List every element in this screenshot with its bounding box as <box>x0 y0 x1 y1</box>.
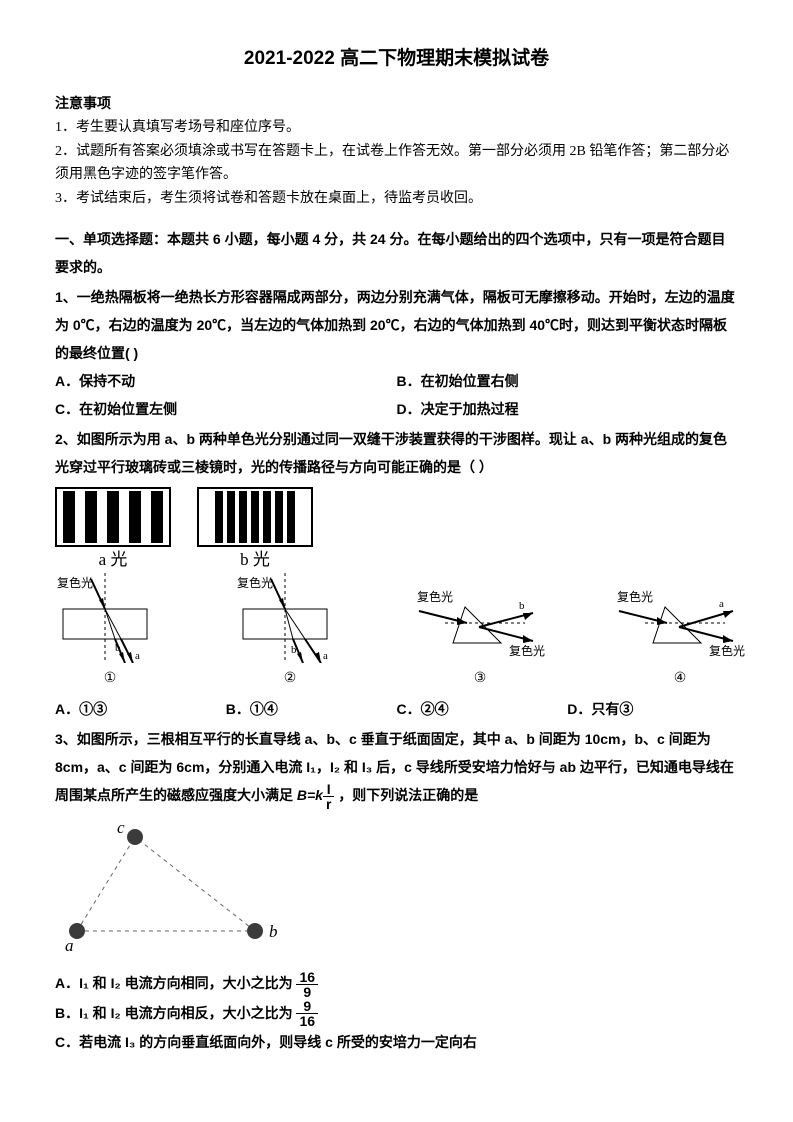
q1-stem: 1、一绝热隔板将一绝热长方形容器隔成两部分，两边分别充满气体，隔板可无摩擦移动。… <box>55 283 738 367</box>
q3-option-a-den: 9 <box>296 985 318 999</box>
page-title: 2021-2022 高二下物理期末模拟试卷 <box>55 40 738 78</box>
q3-stem-suffix: ，则下列说法正确的是 <box>338 787 478 803</box>
interference-a: a 光 <box>55 487 171 571</box>
q3-option-b: B．I₁ 和 I₂ 电流方向相反，大小之比为 916 <box>55 999 738 1029</box>
q2-path-figures: 复色光 b a ① 复色光 <box>55 573 738 693</box>
incident-label: 复色光 <box>57 576 93 590</box>
q2-option-d: D．只有③ <box>567 695 738 723</box>
q2-interference-figures: a 光 b 光 <box>55 487 738 571</box>
notice-heading: 注意事项 <box>55 92 738 116</box>
q3-option-c: C．若电流 I₃ 的方向垂直纸面向外，则导线 c 所受的安培力一定向右 <box>55 1028 738 1056</box>
svg-text:a: a <box>65 936 74 955</box>
interference-b-box <box>197 487 313 547</box>
q2-fig-1-mark: ① <box>55 665 165 693</box>
q2-option-b: B．①④ <box>226 695 397 723</box>
interference-a-box <box>55 487 171 547</box>
svg-text:b: b <box>115 642 121 654</box>
q2-stem: 2、如图所示为用 a、b 两种单色光分别通过同一双缝干涉装置获得的干涉图样。现让… <box>55 425 738 481</box>
q3-option-a-text: A．I₁ 和 I₂ 电流方向相同，大小之比为 <box>55 975 296 991</box>
svg-text:复色光: 复色光 <box>237 576 273 590</box>
triangle-icon: a b c <box>55 819 295 959</box>
q2-fig-2: 复色光 b a ② <box>235 573 345 693</box>
q1-option-b: B．在初始位置右侧 <box>397 367 739 395</box>
q1-option-a: A．保持不动 <box>55 367 397 395</box>
q3-stem: 3、如图所示，三根相互平行的长直导线 a、b、c 垂直于纸面固定，其中 a、b … <box>55 725 738 811</box>
q3-option-b-text: B．I₁ 和 I₂ 电流方向相反，大小之比为 <box>55 1005 296 1021</box>
svg-text:a: a <box>323 650 328 662</box>
svg-text:b: b <box>291 644 297 656</box>
notice-item: 2．试题所有答案必须填涂或书写在答题卡上，在试卷上作答无效。第一部分必须用 2B… <box>55 140 738 188</box>
q3-formula-frac: Ir <box>323 782 334 811</box>
svg-text:复色光: 复色光 <box>617 590 653 604</box>
notice-item: 1．考生要认真填写考场号和座位序号。 <box>55 116 738 140</box>
q1-options: A．保持不动 B．在初始位置右侧 C．在初始位置左侧 D．决定于加热过程 <box>55 367 738 423</box>
q3-figure: a b c <box>55 819 738 959</box>
q1-option-d: D．决定于加热过程 <box>397 395 739 423</box>
q2-option-c: C．②④ <box>397 695 568 723</box>
q3-formula-den: r <box>323 797 334 811</box>
notice-item: 3．考试结束后，考生须将试卷和答题卡放在桌面上，待监考员收回。 <box>55 187 738 211</box>
q2-fig-3-mark: ③ <box>415 665 545 693</box>
interference-a-label: a 光 <box>55 549 171 571</box>
svg-text:复色光: 复色光 <box>417 590 453 604</box>
q2-options: A．①③ B．①④ C．②④ D．只有③ <box>55 695 738 723</box>
q3-option-b-num: 9 <box>296 999 318 1014</box>
q2-fig-3: 复色光 b 复色光 ③ <box>415 583 545 693</box>
q3-formula-num: I <box>323 782 334 797</box>
q3-option-a: A．I₁ 和 I₂ 电流方向相同，大小之比为 169 <box>55 969 738 999</box>
svg-text:c: c <box>117 819 125 837</box>
q3-option-a-num: 16 <box>296 970 318 985</box>
svg-text:复色光: 复色光 <box>709 644 745 658</box>
svg-text:b: b <box>519 600 525 612</box>
q2-fig-4-mark: ④ <box>615 665 745 693</box>
q2-option-a: A．①③ <box>55 695 226 723</box>
q1-option-c: C．在初始位置左侧 <box>55 395 397 423</box>
svg-text:a: a <box>719 598 724 610</box>
q3-formula-left: B=k <box>297 787 323 803</box>
interference-b: b 光 <box>197 487 313 571</box>
q2-fig-2-mark: ② <box>235 665 345 693</box>
q2-fig-4: 复色光 a 复色光 ④ <box>615 583 745 693</box>
q2-fig-1: 复色光 b a ① <box>55 573 165 693</box>
svg-text:a: a <box>135 650 140 662</box>
svg-text:复色光: 复色光 <box>509 644 545 658</box>
section-heading: 一、单项选择题：本题共 6 小题，每小题 4 分，共 24 分。在每小题给出的四… <box>55 225 738 281</box>
interference-b-label: b 光 <box>197 549 313 571</box>
notice-block: 注意事项 1．考生要认真填写考场号和座位序号。 2．试题所有答案必须填涂或书写在… <box>55 92 738 211</box>
q3-option-b-den: 16 <box>296 1014 318 1028</box>
svg-text:b: b <box>269 922 278 941</box>
